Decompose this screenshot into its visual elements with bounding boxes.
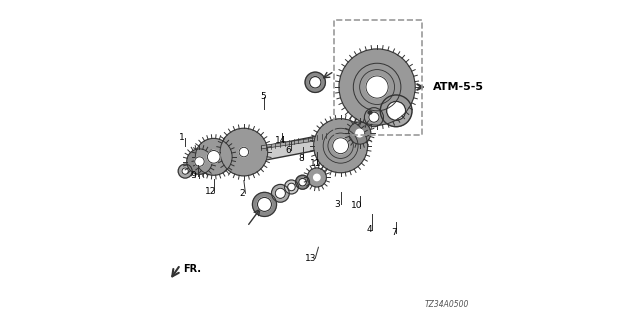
Ellipse shape [252,192,276,216]
Text: 11: 11 [310,159,321,168]
Circle shape [187,149,212,174]
Ellipse shape [305,72,325,92]
Ellipse shape [178,164,192,178]
Polygon shape [203,132,340,172]
Ellipse shape [275,188,285,198]
Polygon shape [326,132,352,142]
Text: 14: 14 [275,136,286,146]
Circle shape [349,122,371,144]
Circle shape [356,129,364,137]
Text: 2: 2 [239,189,245,198]
Ellipse shape [310,76,321,88]
Ellipse shape [287,183,295,191]
Circle shape [307,168,326,187]
Ellipse shape [369,112,379,122]
Circle shape [220,128,268,176]
Text: TZ34A0500: TZ34A0500 [425,300,469,309]
Text: 1: 1 [179,133,185,142]
Text: 4: 4 [366,225,372,234]
Text: 6: 6 [285,146,291,155]
Ellipse shape [182,168,188,174]
Ellipse shape [271,184,289,202]
Circle shape [314,119,367,173]
Ellipse shape [380,95,412,127]
Text: FR.: FR. [183,264,201,275]
Text: 9: 9 [190,172,196,180]
Polygon shape [261,136,326,149]
Text: 8: 8 [298,154,304,163]
Circle shape [333,138,349,154]
Circle shape [207,150,220,163]
Circle shape [195,157,204,166]
Circle shape [195,139,232,175]
Circle shape [339,49,415,125]
Polygon shape [339,136,358,142]
Ellipse shape [387,101,406,120]
Text: 12: 12 [205,187,216,196]
Text: 7: 7 [392,228,397,237]
Text: ATM-5-5: ATM-5-5 [433,82,484,92]
Text: 3: 3 [335,200,340,209]
Ellipse shape [364,108,383,127]
Ellipse shape [296,175,310,189]
Circle shape [239,147,248,157]
Text: 13: 13 [305,254,316,263]
Text: 10: 10 [351,202,362,211]
Ellipse shape [257,197,271,212]
Ellipse shape [284,180,298,194]
Circle shape [314,174,320,180]
Ellipse shape [299,178,307,186]
Circle shape [366,76,388,98]
Text: 5: 5 [260,92,266,101]
